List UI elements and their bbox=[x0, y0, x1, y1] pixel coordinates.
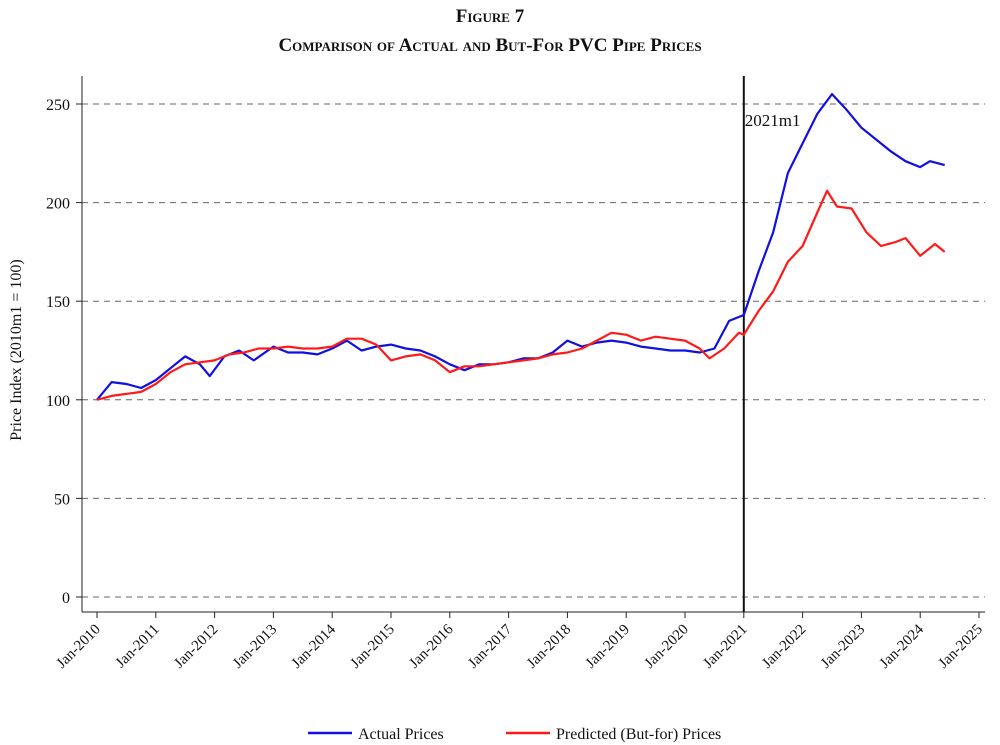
legend-label-predicted: Predicted (But-for) Prices bbox=[556, 726, 721, 743]
x-tick-label: Jan-2012 bbox=[171, 622, 221, 672]
y-axis-label: Price Index (2010m1 = 100) bbox=[8, 259, 25, 440]
series-actual-prices-line bbox=[96, 93, 945, 401]
y-tick-label: 150 bbox=[46, 294, 70, 311]
x-tick-label: Jan-2025 bbox=[936, 622, 986, 672]
x-tick-label: Jan-2019 bbox=[583, 622, 633, 672]
x-tick-label: Jan-2018 bbox=[524, 622, 574, 672]
x-tick-label: Jan-2015 bbox=[348, 622, 398, 672]
y-tick-label: 0 bbox=[62, 590, 70, 607]
y-tick-label: 100 bbox=[46, 393, 70, 410]
x-tick-label: Jan-2020 bbox=[642, 622, 692, 672]
x-tick-label: Jan-2014 bbox=[289, 621, 340, 672]
y-tick-label: 50 bbox=[54, 491, 70, 508]
x-tick-label: Jan-2016 bbox=[406, 621, 457, 672]
x-tick-label: Jan-2023 bbox=[818, 622, 868, 672]
x-tick-label: Jan-2024 bbox=[877, 621, 928, 672]
y-tick-label: 250 bbox=[46, 97, 70, 114]
x-tick-label: Jan-2017 bbox=[465, 621, 516, 672]
legend-label-actual: Actual Prices bbox=[358, 726, 444, 743]
legend: Actual Prices Predicted (But-for) Prices bbox=[308, 726, 721, 743]
reference-line-label: 2021m1 bbox=[745, 111, 801, 130]
x-tick-label: Jan-2011 bbox=[113, 622, 163, 672]
x-tick-label: Jan-2021 bbox=[700, 622, 750, 672]
series-predicted-prices-line bbox=[96, 189, 946, 401]
y-tick-label: 200 bbox=[46, 196, 70, 213]
x-tick-label: Jan-2022 bbox=[759, 622, 809, 672]
chart-title: Comparison of Actual and But-For PVC Pip… bbox=[278, 35, 701, 56]
x-tick-label: Jan-2010 bbox=[54, 622, 104, 672]
figure-number: Figure 7 bbox=[456, 6, 525, 27]
x-tick-label: Jan-2013 bbox=[230, 622, 280, 672]
